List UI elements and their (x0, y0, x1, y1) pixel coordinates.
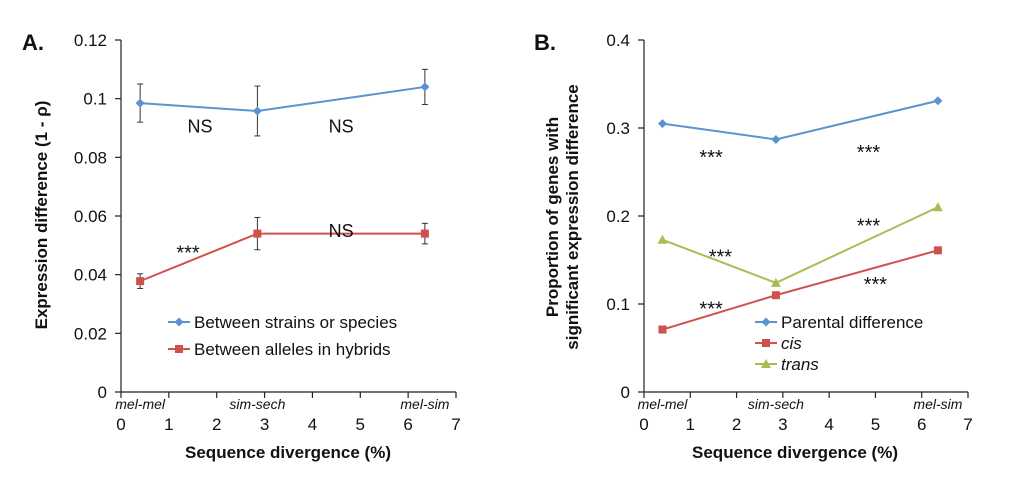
panel-a-x-axis-label: Sequence divergence (%) (185, 443, 391, 462)
panel-b-y-tick-label: 0.3 (606, 119, 630, 138)
panel-b-x-tick-label: 1 (686, 415, 695, 434)
panel-b-x-tick-label: 7 (963, 415, 972, 434)
panel-a-data-point (420, 82, 430, 92)
panel-b-significance-annotation: *** (699, 147, 723, 169)
panel-b-y-axis-label-line-2: significant expression difference (563, 84, 582, 349)
panel-b-y-axis-label-line-1: Proportion of genes with (543, 117, 562, 317)
panel-a-y-axis-label: Expression difference (1 - ρ) (32, 101, 51, 330)
panel-a-y-tick-label: 0 (98, 383, 107, 402)
panel-a-y-tick-label: 0.06 (74, 207, 107, 226)
panel-b-data-point (933, 96, 943, 106)
panel-b-x-tick-label: 4 (824, 415, 833, 434)
panel-b-data-point (658, 325, 667, 334)
panel-a-x-tick-label: 2 (212, 415, 221, 434)
panel-a-legend-label: Between strains or species (194, 313, 397, 332)
panel-b-chart: B. Proportion of genes with significant … (534, 30, 973, 462)
panel-b-data-point (658, 119, 668, 129)
panel-b-category-label: mel-sim (913, 396, 962, 412)
panel-a-significance-annotation: NS (329, 221, 354, 241)
panel-b-y-tick-label: 0.4 (606, 31, 630, 50)
panel-a-data-point (252, 106, 262, 116)
panel-b-data-point (933, 246, 942, 255)
panel-b-y-tick-label: 0.1 (606, 295, 630, 314)
panel-a-data-point (135, 98, 145, 108)
panel-b-legend-marker (761, 359, 771, 368)
panel-a-legend-marker (174, 317, 184, 327)
panel-b-data-point (771, 291, 780, 300)
panel-a-y-tick-label: 0.1 (83, 90, 107, 109)
panel-b-plot-area: 0 0.1 0.2 0.3 0.4 0 1 2 3 4 5 6 7 mel-mel sim-sech mel-… (606, 31, 972, 434)
panel-b-legend-marker (762, 339, 770, 347)
panel-a-significance-annotation: *** (176, 243, 200, 265)
panel-a-significance-annotation: NS (329, 117, 354, 137)
panel-a-label: A. (22, 30, 44, 55)
panel-a-x-tick-label: 4 (308, 415, 317, 434)
panel-b-x-tick-label: 2 (732, 415, 741, 434)
panel-b-significance-annotation: *** (857, 216, 881, 238)
panel-a-chart: A. Expression difference (1 - ρ) Sequenc… (22, 30, 461, 462)
panel-a-x-tick-label: 6 (403, 415, 412, 434)
panel-b-data-point (657, 234, 668, 244)
panel-b-y-tick-label: 0.2 (606, 207, 630, 226)
panel-a-significance-annotation: NS (187, 117, 212, 137)
panel-a-x-tick-label: 7 (451, 415, 460, 434)
panel-a-legend-label: Between alleles in hybrids (194, 340, 391, 359)
panel-b-legend-label: trans (781, 355, 819, 374)
panel-b-x-tick-label: 6 (917, 415, 926, 434)
panel-b-legend-label: cis (781, 334, 802, 353)
panel-b-x-axis-label: Sequence divergence (%) (692, 443, 898, 462)
panel-b-significance-annotation: *** (857, 142, 881, 164)
panel-a-x-tick-label: 1 (164, 415, 173, 434)
panel-a-y-tick-label: 0.12 (74, 31, 107, 50)
panel-a-legend-marker (175, 345, 183, 353)
panel-a-data-point (136, 277, 145, 286)
panel-a-category-label: mel-sim (400, 396, 449, 412)
panel-b-category-label: sim-sech (748, 396, 804, 412)
panel-a-x-tick-label: 3 (260, 415, 269, 434)
panel-b-category-label: mel-mel (638, 396, 689, 412)
panel-a-data-point (253, 229, 262, 238)
panel-a-category-label: sim-sech (229, 396, 285, 412)
panel-a-data-point (420, 229, 429, 238)
panel-b-x-tick-label: 3 (778, 415, 787, 434)
panel-a-x-tick-label: 5 (356, 415, 365, 434)
panel-a-category-label: mel-mel (115, 396, 166, 412)
panel-a-y-tick-label: 0.02 (74, 324, 107, 343)
panel-b-x-tick-label: 5 (871, 415, 880, 434)
panel-b-data-point (770, 277, 781, 287)
panel-b-significance-annotation: *** (699, 298, 723, 320)
panel-a-plot-area: 0 0.02 0.04 0.06 0.08 0.1 0.12 0 1 2 3 4 5 6 7 mel-mel s… (74, 31, 461, 434)
panel-b-data-point (771, 134, 781, 144)
panel-b-legend-marker (761, 317, 771, 327)
panel-b-significance-annotation: *** (864, 274, 888, 296)
panel-b-data-point (932, 202, 943, 212)
panel-b-legend-label: Parental difference (781, 313, 923, 332)
panel-b-series-line-2 (662, 206, 939, 284)
panel-a-y-tick-label: 0.08 (74, 148, 107, 167)
panel-a-series-line-0 (140, 85, 426, 112)
panel-b-x-tick-label: 0 (639, 415, 648, 434)
panel-b-label: B. (534, 30, 556, 55)
panel-b-y-tick-label: 0 (621, 383, 630, 402)
panel-a-x-tick-label: 0 (116, 415, 125, 434)
panel-b-series-line-0 (662, 99, 939, 141)
panel-b-significance-annotation: *** (709, 246, 733, 268)
panel-a-y-tick-label: 0.04 (74, 266, 107, 285)
